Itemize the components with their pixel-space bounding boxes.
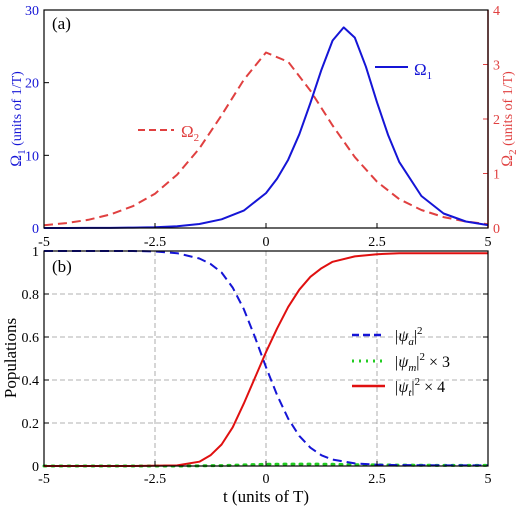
panel-a-label: (a) [52,14,71,33]
legend-psi-m-sup: 2 [420,351,426,363]
b-y-tick-label: 0 [32,460,39,475]
b-x-tick-label: -5 [38,472,50,487]
panel-b-ticks: -5 -2.5 0 2.5 5 0 0.2 0.4 0.6 0.8 1 [22,245,492,487]
b-x-tick-label: 5 [485,472,492,487]
legend-psi-m-tail: × 3 [425,354,450,371]
b-x-tick-label: 0 [263,472,270,487]
psi-a-series-line [44,250,488,467]
b-y-tick-label: 1 [32,245,39,260]
a-x-tick-label: -5 [38,235,50,250]
b-y-tick-label: 0.6 [22,331,40,346]
panel-b: -5 -2.5 0 2.5 5 0 0.2 0.4 0.6 0.8 1 (b) Population… [1,245,492,506]
legend-psi-t-tail: × 4 [420,379,445,396]
legend-psi-t-sub: t [408,387,412,399]
a-right-tick-label: 4 [493,4,500,19]
b-x-tick-label: -2.5 [144,472,166,487]
left-y-axis-label: Ω1 (units of 1/T) [8,71,28,167]
legend-psi-m-sub: m [408,362,416,374]
legend-psi-m-main: |ψ [394,354,409,371]
a-right-tick-label: 3 [493,59,500,74]
left-y-label-main: Ω [8,155,25,167]
left-y-label-sub: 1 [16,149,28,155]
b-y-tick-label: 0.4 [22,374,40,389]
legend-psi-t-sup: 2 [415,376,421,388]
legend: |ψa|2 |ψm|2 × 3 |ψt|2 × 4 [352,325,450,399]
legend-psi-a-bar: | [414,328,417,345]
b-y-tick-label: 0.8 [22,288,40,303]
legend-psi-m-bar: | [416,354,419,371]
legend-psi-a-label: |ψa|2 [394,325,423,348]
psi-t-series-line [44,252,488,467]
a-x-tick-label: 2.5 [368,235,386,250]
right-y-axis-label: Ω2 (units of 1/T) [499,71,519,167]
right-y-axis: 0 1 2 3 4 [483,4,500,237]
a-right-tick-label: 0 [493,222,500,237]
a-left-tick-label: 20 [25,77,39,92]
panel-a-ticks: -5 -2.5 0 2.5 5 0 10 20 30 [25,4,492,250]
right-y-label-main: Ω [499,155,516,167]
a-left-tick-label: 0 [32,222,39,237]
omega2-label-sub: 2 [194,132,200,144]
b-x-tick-label: 2.5 [368,472,386,487]
a-x-tick-label: -2.5 [144,235,166,250]
legend-psi-t-bar: | [411,379,414,396]
right-y-label-units: (units of 1/T) [501,71,516,149]
omega2-series-line [43,51,489,227]
panel-b-y-axis-label: Populations [1,318,20,398]
b-y-tick-label: 0.2 [22,417,40,432]
a-right-tick-label: 1 [493,168,500,183]
left-y-label-units: (units of 1/T) [10,71,25,149]
panel-b-label: (b) [52,257,72,276]
legend-psi-a-sub: a [408,336,414,348]
a-right-tick-label: 2 [493,113,500,128]
omega2-label: Ω2 [181,122,199,144]
a-left-tick-label: 10 [25,149,39,164]
legend-psi-a-main: |ψ [394,328,409,345]
panel-a-series [43,26,489,229]
a-left-tick-label: 30 [25,4,39,19]
panel-b-grid [44,251,488,466]
a-x-tick-label: 5 [485,235,492,250]
legend-psi-t-main: |ψ [394,379,409,396]
legend-psi-t-label: |ψt|2 × 4 [394,376,445,399]
a-x-tick-label: 0 [263,235,270,250]
omega1-label-main: Ω [414,60,427,79]
legend-psi-m-label: |ψm|2 × 3 [394,351,450,374]
omega1-series-line [44,26,489,229]
legend-psi-a-sup: 2 [417,325,423,337]
omega1-label: Ω1 [414,60,432,82]
omega1-label-sub: 1 [427,70,433,82]
omega2-label-main: Ω [181,122,194,141]
right-y-label-sub: 2 [507,149,519,155]
panel-b-x-axis-label: t (units of T) [223,487,309,506]
